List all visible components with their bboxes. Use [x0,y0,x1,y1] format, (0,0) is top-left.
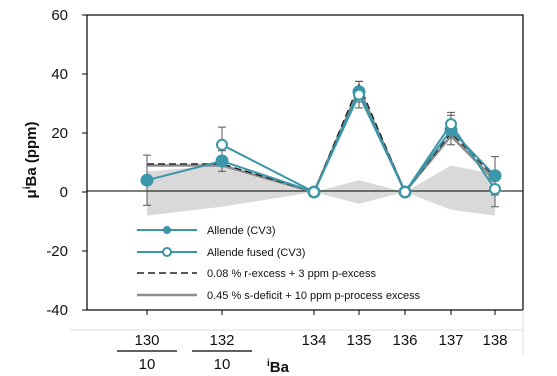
plot-area-frame [86,14,524,311]
y-axis-title: μiBa (ppm) [22,122,40,199]
x-tick-denominator: 10 [139,356,156,373]
y-axis-title-main: Ba (ppm) [23,122,40,187]
data-point [140,173,154,187]
y-tick-label: 20 [51,125,68,142]
legend-label: 0.45 % s-deficit + 10 ppm p-process exce… [207,290,421,302]
x-axis-title-superscript: i [267,358,270,369]
y-tick-label: 60 [51,7,68,24]
data-point [216,138,228,151]
x-tick-label: 134 [301,332,326,349]
data-point [353,88,365,101]
y-tick-label: 0 [60,184,68,201]
legend-label: Allende (CV3) [207,225,275,237]
series-layer [140,80,502,208]
x-tick-label: 138 [482,332,507,349]
legend-label: Allende fused (CV3) [207,247,305,259]
x-tick-label: 135 [346,332,371,349]
data-point [445,118,457,131]
legend-label: 0.08 % r-excess + 3 ppm p-excess [207,268,377,280]
y-tick-label: -40 [46,302,68,319]
x-tick-label: 130 [134,332,159,349]
x-axis-title-main: Ba [270,359,290,376]
series-line [221,93,496,193]
legend: Allende (CV3) Allende fused (CV3) 0.08 % r… [137,225,421,302]
y-ticks: -40 -20 0 20 40 60 [46,7,87,319]
data-point [215,154,229,168]
data-point [399,186,411,198]
x-tick-label: 132 [209,332,234,349]
data-point [488,169,502,183]
y-axis-title-prefix: μ [23,189,40,198]
axes-layer [70,14,524,355]
y-axis-title-superscript: i [22,186,33,189]
x-tick-label: 137 [438,332,463,349]
legend-swatch-marker [162,247,172,257]
y-tick-label: -20 [46,243,68,260]
data-point [308,186,320,198]
x-axis-title: iBa [267,358,290,376]
y-tick-label: 40 [51,66,68,83]
legend-swatch-marker [163,226,171,234]
x-tick-denominator: 10 [214,356,231,373]
x-ticks: 130 10 132 10 134 135 136 137 138 [117,310,508,373]
data-point [489,183,501,196]
x-tick-label: 136 [392,332,417,349]
